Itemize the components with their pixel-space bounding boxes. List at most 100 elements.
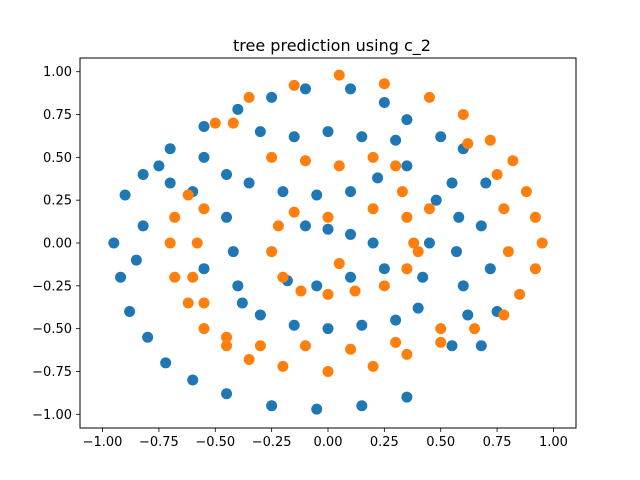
scatter-point: [390, 134, 402, 146]
y-tick-label: −0.25: [32, 279, 72, 294]
scatter-point: [277, 186, 289, 198]
scatter-point: [457, 280, 469, 292]
scatter-point: [243, 177, 255, 189]
scatter-point: [299, 340, 311, 352]
x-tick-label: −0.25: [252, 435, 292, 450]
scatter-point: [288, 131, 300, 143]
scatter-point: [502, 246, 514, 258]
scatter-point: [169, 211, 181, 223]
scatter-point: [299, 220, 311, 232]
scatter-point: [491, 168, 503, 180]
scatter-point: [396, 186, 408, 198]
scatter-point: [227, 117, 239, 129]
scatter-point: [401, 348, 413, 360]
y-tick-label: 0.75: [43, 108, 72, 123]
scatter-point: [130, 254, 142, 266]
scatter-point: [236, 297, 248, 309]
scatter-point: [520, 186, 532, 198]
scatter-point: [124, 306, 136, 318]
scatter-point: [390, 314, 402, 326]
scatter-point: [243, 353, 255, 365]
scatter-point: [182, 189, 194, 201]
scatter-point: [164, 237, 176, 249]
scatter-point: [446, 177, 458, 189]
scatter-point: [182, 297, 194, 309]
scatter-point: [198, 297, 210, 309]
scatter-point: [198, 203, 210, 215]
scatter-point: [277, 360, 289, 372]
scatter-point: [191, 237, 203, 249]
scatter-point: [288, 206, 300, 218]
scatter-point: [266, 151, 278, 163]
scatter-point: [288, 319, 300, 331]
scatter-point: [164, 177, 176, 189]
scatter-point: [372, 172, 384, 184]
scatter-point: [137, 220, 149, 232]
scatter-point: [412, 302, 424, 314]
x-tick-label: 1.00: [539, 435, 568, 450]
chart-title: tree prediction using c_2: [233, 36, 431, 56]
scatter-point: [198, 323, 210, 335]
scatter-point: [423, 237, 435, 249]
points-layer: [108, 69, 548, 415]
scatter-point: [232, 280, 244, 292]
scatter-point: [345, 343, 357, 355]
scatter-point: [423, 91, 435, 103]
scatter-point: [390, 336, 402, 348]
x-tick-label: −0.50: [195, 435, 235, 450]
x-tick-label: 0.25: [370, 435, 399, 450]
scatter-point: [322, 223, 334, 235]
scatter-point: [507, 155, 519, 167]
scatter-point: [108, 237, 120, 249]
scatter-point: [221, 340, 233, 352]
scatter-point: [469, 323, 481, 335]
scatter-point: [142, 331, 154, 343]
scatter-point: [462, 138, 474, 150]
scatter-point: [345, 228, 357, 240]
x-axis: −1.00 −0.75 −0.50 −0.25 0.00 0.25 0.50 0.75 1.00: [83, 428, 568, 450]
scatter-point: [356, 319, 368, 331]
y-tick-label: 0.50: [43, 151, 72, 166]
scatter-point: [378, 78, 390, 90]
scatter-point: [333, 69, 345, 81]
y-tick-label: 0.00: [43, 237, 72, 252]
scatter-point: [169, 271, 181, 283]
scatter-point: [266, 91, 278, 103]
scatter-point: [430, 194, 442, 206]
scatter-point: [457, 109, 469, 121]
scatter-point: [378, 280, 390, 292]
x-tick-label: −1.00: [83, 435, 123, 450]
scatter-point: [187, 271, 199, 283]
scatter-point: [408, 237, 420, 249]
scatter-point: [367, 237, 379, 249]
scatter-point: [475, 340, 487, 352]
scatter-point: [243, 91, 255, 103]
scatter-point: [322, 288, 334, 300]
scatter-point: [333, 160, 345, 172]
y-tick-label: −0.50: [32, 322, 72, 337]
scatter-point: [221, 331, 233, 343]
scatter-point: [209, 117, 221, 129]
scatter-point: [345, 271, 357, 283]
scatter-point: [345, 186, 357, 198]
scatter-point: [475, 220, 487, 232]
scatter-point: [367, 203, 379, 215]
scatter-point: [322, 211, 334, 223]
y-tick-label: 1.00: [43, 65, 72, 80]
scatter-point: [345, 83, 357, 95]
x-tick-label: 0.50: [426, 435, 455, 450]
scatter-point: [311, 280, 323, 292]
scatter-point: [277, 271, 289, 283]
scatter-point: [322, 323, 334, 335]
scatter-point: [417, 271, 429, 283]
x-tick-label: 0.75: [483, 435, 512, 450]
scatter-point: [378, 97, 390, 109]
y-tick-label: −1.00: [32, 408, 72, 423]
scatter-point: [423, 203, 435, 215]
scatter-point: [401, 263, 413, 275]
scatter-point: [299, 83, 311, 95]
scatter-point: [272, 220, 284, 232]
scatter-point: [311, 403, 323, 415]
scatter-point: [453, 211, 465, 223]
